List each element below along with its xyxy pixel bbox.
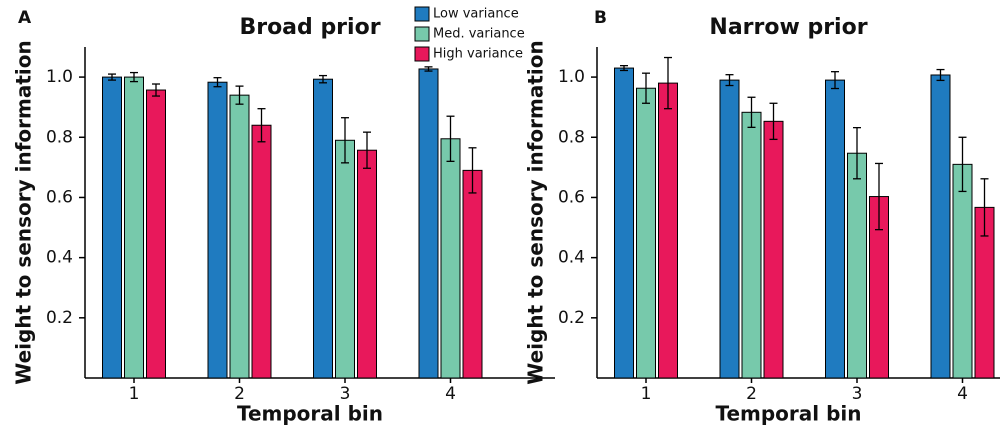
bar [952, 163, 973, 379]
bar [102, 76, 122, 379]
x-tick-label: 3 [340, 384, 351, 404]
bar [614, 67, 634, 379]
bar [825, 79, 845, 379]
bar [207, 81, 228, 379]
error-bar [831, 71, 839, 90]
x-tick-label: 4 [957, 384, 968, 404]
error-bar [152, 83, 160, 97]
error-bar [446, 115, 455, 162]
x-tick-label: 1 [641, 384, 652, 404]
bar [229, 94, 250, 379]
panel-label: A [18, 8, 32, 28]
error-bar [235, 85, 244, 105]
error-bar [319, 74, 327, 84]
y-tick-label: 1.0 [46, 67, 73, 87]
bar [418, 68, 439, 379]
x-tick-label: 1 [129, 384, 140, 404]
legend-swatch [414, 6, 430, 22]
bar [124, 76, 144, 379]
bar [335, 139, 355, 379]
bar [462, 169, 483, 379]
error-bar [769, 102, 778, 141]
chart-title: Broad prior [239, 15, 380, 40]
x-tick-label: 3 [852, 384, 863, 404]
x-axis-label: Temporal bin [237, 402, 383, 426]
error-bar [363, 131, 371, 169]
x-tick-label: 2 [746, 384, 757, 404]
bar [251, 124, 272, 379]
x-tick-label: 2 [234, 384, 245, 404]
legend-swatch [414, 26, 430, 42]
bar [847, 152, 867, 379]
bar [636, 87, 656, 379]
error-bar [108, 73, 116, 81]
panel-label: B [594, 8, 607, 28]
error-bar [341, 117, 349, 164]
error-bar [213, 77, 222, 88]
error-bar [853, 126, 861, 180]
bar [930, 74, 951, 379]
y-tick-label: 0.4 [558, 248, 585, 268]
bar [719, 79, 740, 379]
x-axis-label: Temporal bin [715, 402, 861, 426]
error-bar [958, 136, 967, 193]
error-bar [130, 71, 138, 83]
chart-title: Narrow prior [709, 15, 867, 40]
bar [313, 78, 333, 379]
y-tick-label: 0.2 [558, 308, 585, 328]
bar [658, 82, 678, 379]
y-tick-label: 1.0 [558, 67, 585, 87]
bar [440, 138, 461, 379]
error-bar [725, 74, 734, 87]
bar [741, 111, 762, 379]
y-tick-label: 0.6 [558, 187, 585, 207]
error-bar [747, 96, 756, 128]
x-tick-label: 4 [445, 384, 456, 404]
legend-label: High variance [433, 47, 523, 62]
error-bar [620, 65, 628, 72]
y-tick-label: 0.2 [46, 308, 73, 328]
legend-label: Low variance [433, 7, 519, 22]
bar [357, 149, 377, 379]
y-tick-label: 0.6 [46, 187, 73, 207]
bar [146, 89, 166, 379]
error-bar [875, 162, 883, 231]
y-axis-label: Weight to sensory information [524, 40, 548, 384]
error-bar [642, 72, 650, 104]
y-tick-label: 0.8 [46, 127, 73, 147]
y-tick-label: 0.4 [46, 248, 73, 268]
y-axis-label: Weight to sensory information [12, 40, 36, 384]
legend-label: Med. variance [433, 27, 525, 42]
error-bar [936, 68, 945, 82]
error-bar [980, 178, 989, 237]
bar [763, 120, 784, 379]
error-bar [664, 56, 672, 110]
legend-swatch [414, 46, 430, 62]
error-bar [468, 147, 477, 194]
error-bar [257, 108, 266, 143]
y-tick-label: 0.8 [558, 127, 585, 147]
error-bar [424, 66, 433, 72]
